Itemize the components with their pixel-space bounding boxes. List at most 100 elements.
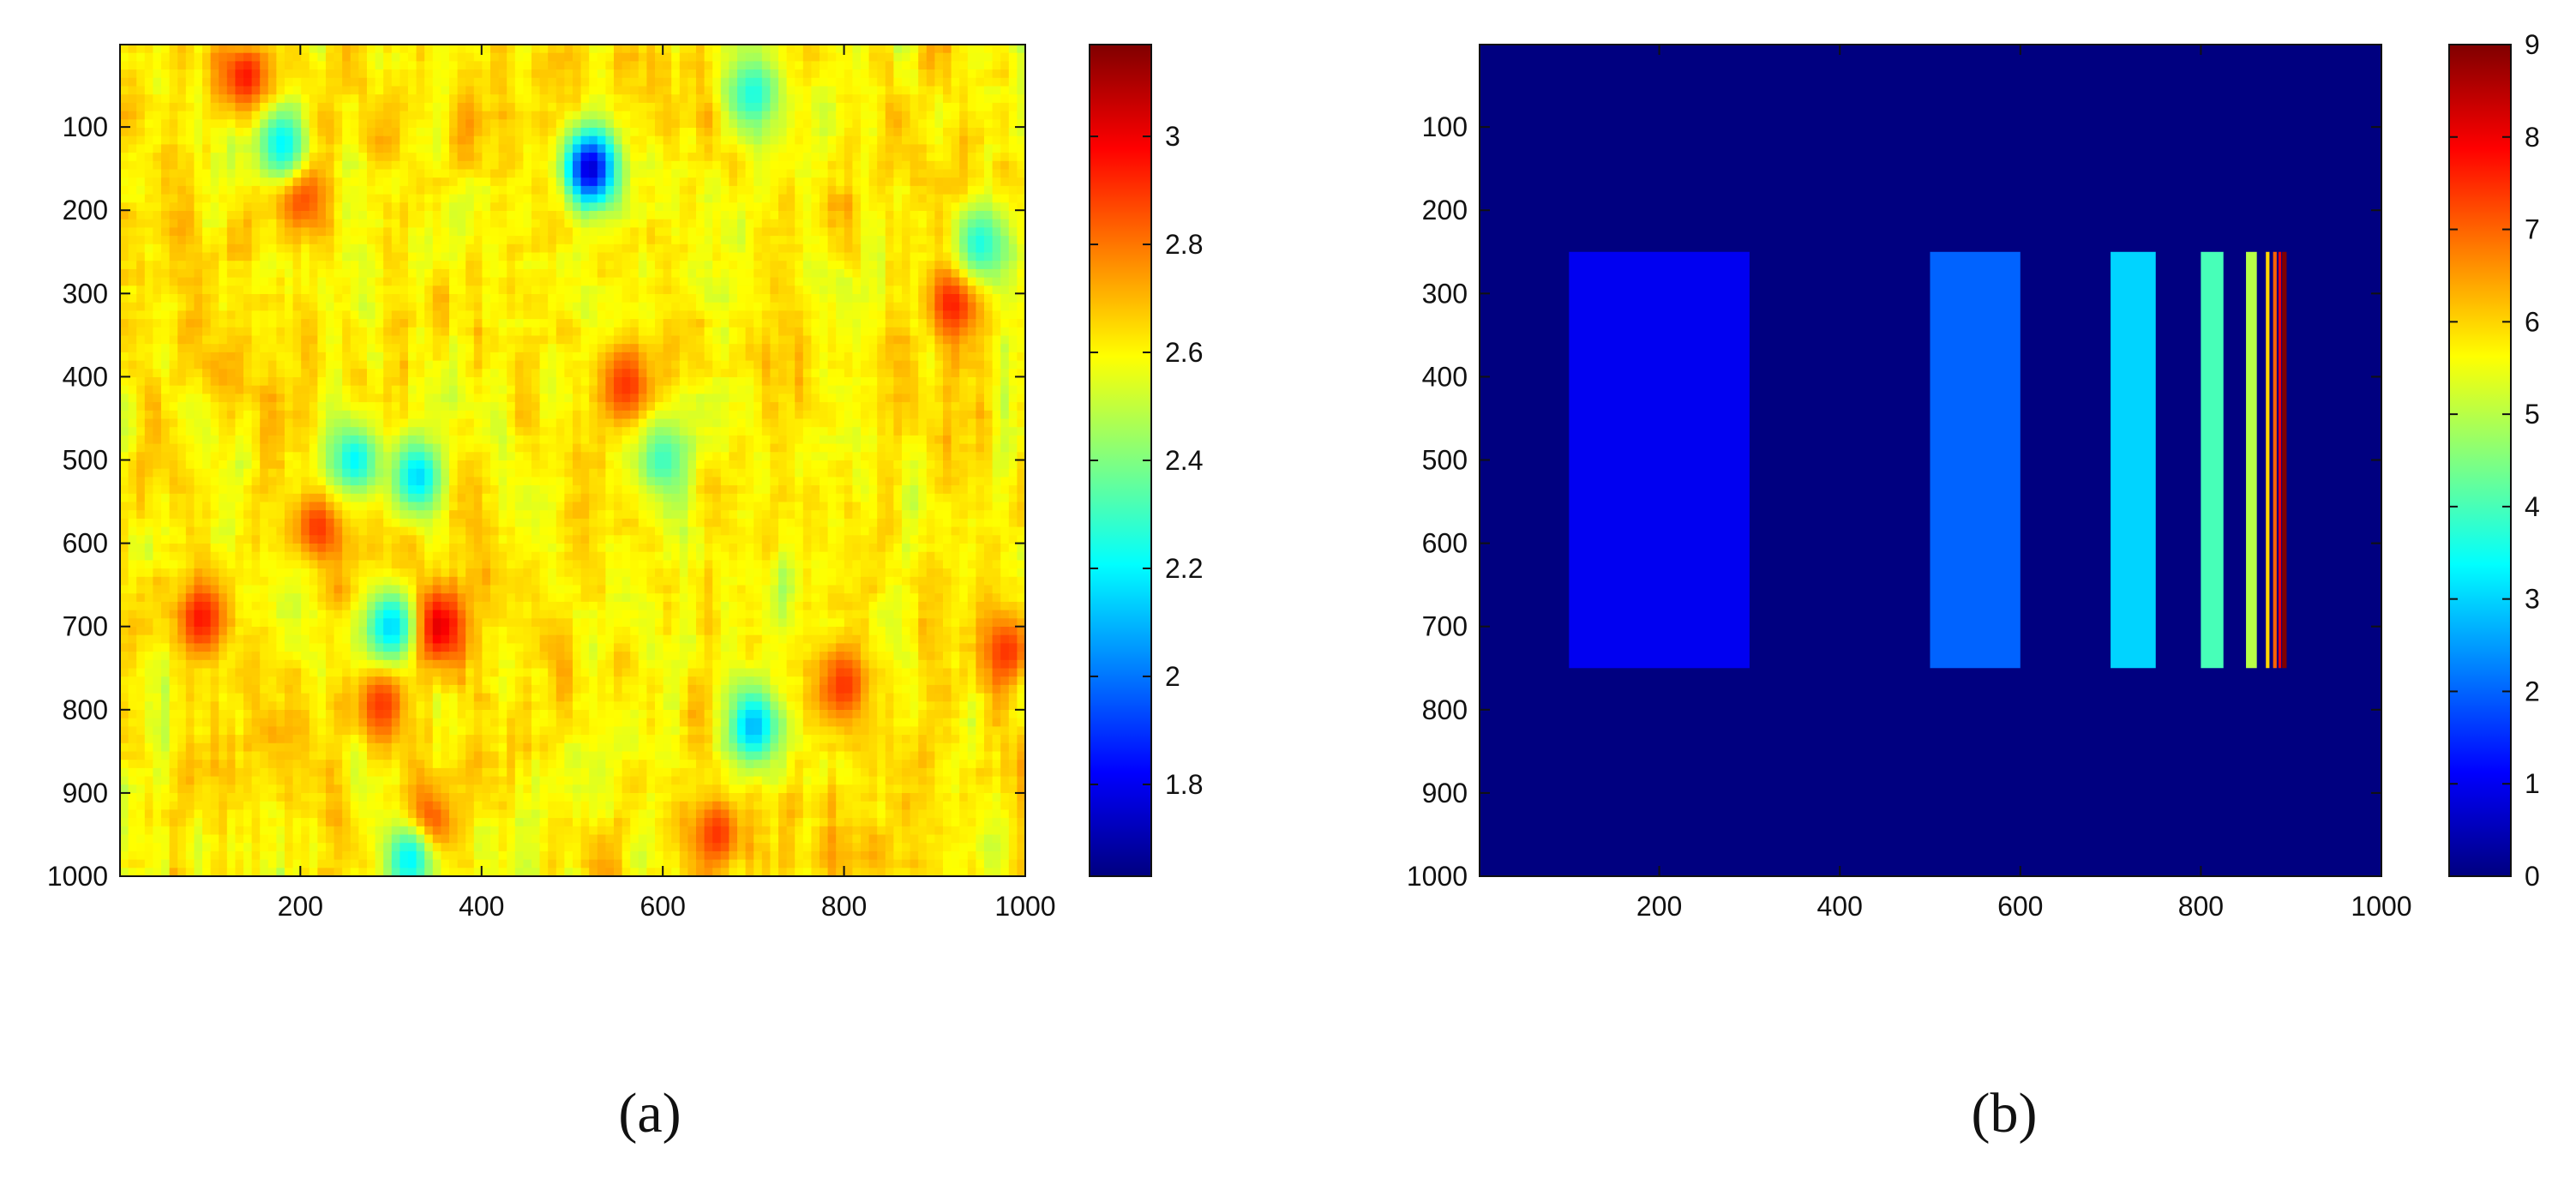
heatmap-cell [507, 185, 516, 195]
heatmap-cell [934, 302, 944, 311]
heatmap-cell [951, 160, 960, 171]
heatmap-cell [811, 261, 820, 270]
heatmap-cell [679, 185, 688, 195]
heatmap-cell [770, 227, 779, 237]
heatmap-cell [498, 369, 507, 378]
heatmap-cell [802, 277, 812, 286]
heatmap-cell [885, 261, 894, 270]
heatmap-cell [383, 243, 393, 254]
heatmap-cell [646, 344, 656, 353]
heatmap-cell [605, 94, 615, 104]
heatmap-cell [342, 86, 351, 95]
heatmap-cell [177, 219, 187, 228]
heatmap-cell [1017, 302, 1025, 311]
heatmap-cell [548, 219, 557, 228]
heatmap-cell [531, 294, 541, 304]
heatmap-cell [1017, 394, 1025, 403]
heatmap-cell [663, 394, 672, 403]
heatmap-cell [720, 335, 730, 345]
heatmap-cell [465, 177, 475, 187]
heatmap-cell [185, 369, 195, 378]
heatmap-cell [358, 285, 368, 295]
heatmap-cell [959, 86, 969, 95]
heatmap-cell [309, 385, 318, 394]
heatmap-cell [285, 243, 294, 254]
heatmap-cell [967, 194, 976, 203]
heatmap-cell [441, 194, 450, 203]
heatmap-cell [235, 169, 244, 178]
heatmap-cell [696, 227, 706, 237]
heatmap-cell [136, 94, 146, 104]
heatmap-cell [317, 177, 327, 187]
heatmap-cell [350, 202, 359, 212]
heatmap-cell [441, 202, 450, 212]
heatmap-cell [185, 410, 195, 420]
heatmap-cell [580, 360, 590, 370]
heatmap-cell [260, 169, 269, 178]
heatmap-cell [408, 252, 417, 261]
heatmap-cell [761, 61, 771, 70]
heatmap-cell [424, 369, 434, 378]
heatmap-cell [358, 243, 368, 254]
heatmap-cell [161, 252, 171, 261]
heatmap-cell [285, 327, 294, 337]
heatmap-cell [786, 94, 796, 104]
heatmap-cell [720, 185, 730, 195]
heatmap-cell [301, 128, 310, 137]
heatmap-cell [226, 153, 236, 162]
heatmap-cell [655, 335, 664, 345]
heatmap-cell [663, 160, 672, 171]
heatmap-cell [868, 111, 878, 120]
heatmap-cell [580, 102, 590, 112]
heatmap-cell [910, 335, 919, 345]
heatmap-cell [1000, 377, 1010, 387]
heatmap-cell [573, 344, 582, 353]
heatmap-cell [539, 94, 549, 104]
heatmap-cell [638, 77, 647, 87]
heatmap-cell [720, 111, 730, 120]
heatmap-cell [861, 394, 870, 403]
heatmap-cell [391, 160, 400, 171]
heatmap-cell [688, 243, 697, 254]
heatmap-cell [441, 185, 450, 195]
heatmap-cell [226, 418, 236, 428]
heatmap-cell [399, 219, 409, 228]
heatmap-cell [350, 268, 359, 279]
heatmap-cell [704, 402, 713, 412]
heatmap-cell [597, 153, 606, 162]
heatmap-cell [251, 194, 261, 203]
heatmap-cell [712, 135, 722, 145]
heatmap-cell [449, 128, 459, 137]
heatmap-cell [1008, 194, 1018, 203]
heatmap-cell [984, 102, 994, 112]
heatmap-cell [992, 344, 1001, 353]
heatmap-cell [614, 285, 623, 295]
heatmap-cell [1008, 219, 1018, 228]
heatmap-cell [1017, 369, 1025, 378]
heatmap-cell [737, 211, 747, 220]
heatmap-cell [655, 227, 664, 237]
heatmap-cell [967, 410, 976, 420]
heatmap-cell [786, 61, 796, 70]
heatmap-cell [507, 45, 516, 54]
heatmap-cell [761, 202, 771, 212]
heatmap-cell [333, 252, 343, 261]
heatmap-cell [861, 377, 870, 387]
heatmap-cell [877, 319, 886, 328]
heatmap-cell [235, 268, 244, 279]
heatmap-cell [696, 86, 706, 95]
heatmap-cell [292, 185, 302, 195]
heatmap-cell [836, 277, 845, 286]
heatmap-cell [260, 119, 269, 129]
heatmap-cell [918, 119, 928, 129]
heatmap-cell [910, 194, 919, 203]
heatmap-cell [424, 277, 434, 286]
heatmap-cell [679, 377, 688, 387]
heatmap-cell [918, 86, 928, 95]
heatmap-cell [490, 360, 500, 370]
heatmap-cell [943, 153, 952, 162]
heatmap-cell [663, 294, 672, 304]
heatmap-cell [408, 219, 417, 228]
heatmap-cell [836, 310, 845, 320]
heatmap-cell [795, 243, 804, 254]
